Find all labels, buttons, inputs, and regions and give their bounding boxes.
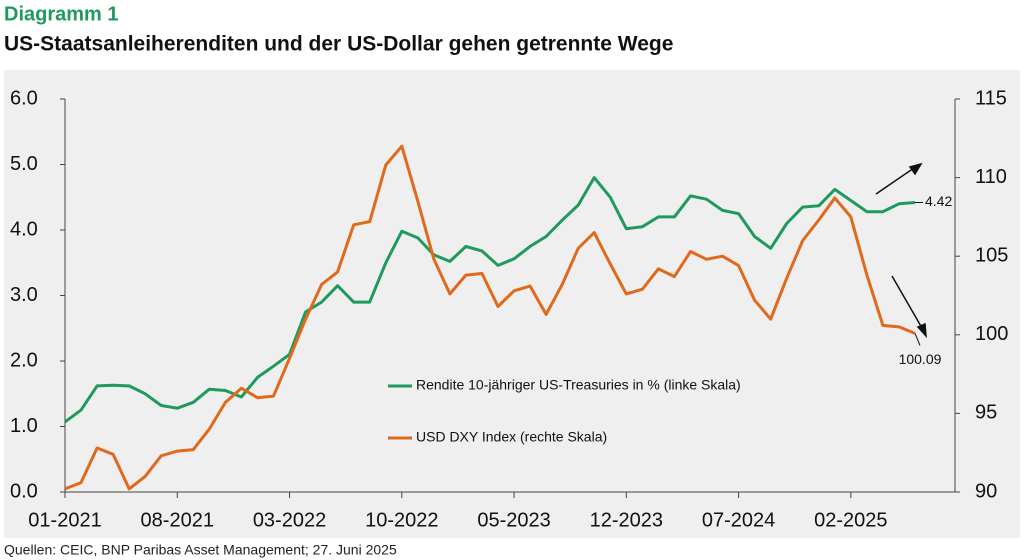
y-tick-label: 2.0 (10, 349, 38, 371)
y2-tick-label: 100 (975, 323, 1008, 345)
y2-tick-label: 105 (975, 244, 1008, 266)
y2-tick-label: 90 (975, 480, 997, 502)
data-label: 100.09 (899, 351, 942, 367)
y-tick-label: 1.0 (10, 415, 38, 437)
y2-tick-label: 110 (975, 166, 1007, 188)
series-line (64, 176, 916, 424)
y2-tick-label: 115 (975, 87, 1007, 109)
source: Quellen: CEIC, BNP Paribas Asset Managem… (4, 542, 397, 558)
y2-tick-label: 95 (975, 402, 997, 424)
x-tick-label: 02-2025 (814, 509, 887, 531)
chart-subtitle: US-Staatsanleiherenditen und der US-Doll… (4, 33, 673, 56)
x-tick-label: 07-2024 (702, 509, 775, 531)
x-tick-label: 08-2021 (141, 509, 214, 531)
y-tick-label: 0.0 (10, 480, 38, 502)
series-line (64, 144, 916, 491)
y-tick-label: 5.0 (10, 153, 38, 175)
x-tick-label: 10-2022 (365, 509, 438, 531)
x-tick-label: 01-2021 (28, 509, 101, 531)
legend-label: Rendite 10-jähriger US-Treasuries in % (… (416, 377, 741, 393)
x-tick-label: 12-2023 (590, 509, 663, 531)
y-tick-label: 3.0 (10, 284, 38, 306)
chart-title: Diagramm 1 (4, 3, 119, 25)
data-label: 4.42 (925, 193, 952, 209)
x-tick-label: 05-2023 (477, 509, 550, 531)
label-leader (914, 333, 921, 346)
y-tick-label: 4.0 (10, 218, 38, 240)
annotation-arrows (875, 162, 927, 339)
x-tick-label: 03-2022 (253, 509, 326, 531)
y-tick-label: 6.0 (10, 87, 38, 109)
plot-background (4, 70, 1020, 538)
legend-label: USD DXY Index (rechte Skala) (416, 429, 607, 445)
